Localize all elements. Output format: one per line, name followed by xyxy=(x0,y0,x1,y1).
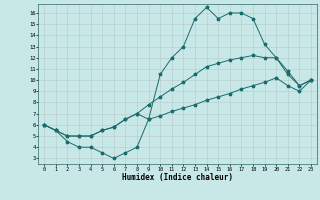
X-axis label: Humidex (Indice chaleur): Humidex (Indice chaleur) xyxy=(122,173,233,182)
